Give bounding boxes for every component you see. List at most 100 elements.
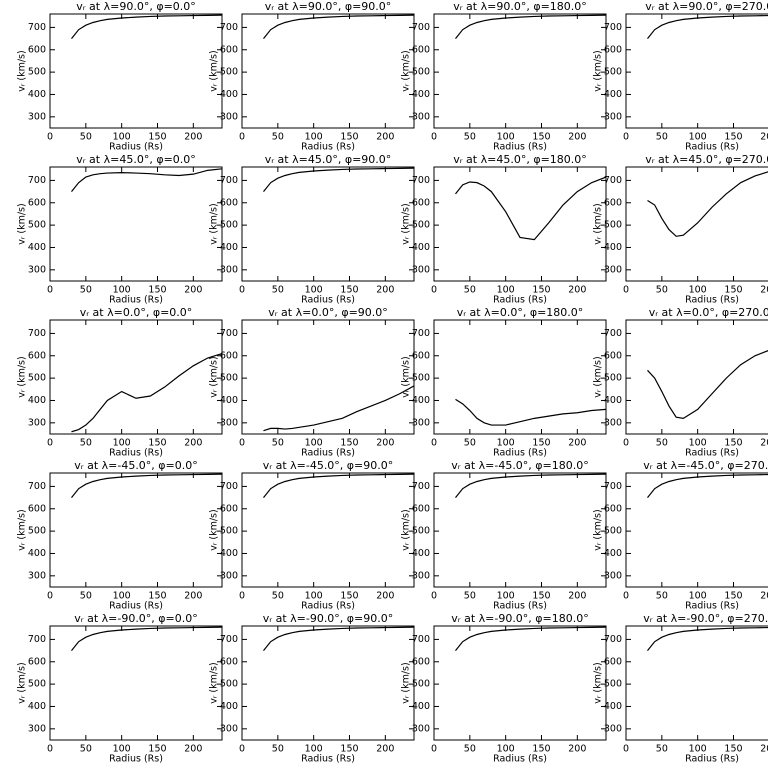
chart-title: vᵣ at λ=-90.0°, φ=0.0° [74,612,198,625]
y-tick-label: 600 [412,44,430,55]
x-tick-label: 0 [623,132,629,143]
x-tick-label: 200 [760,744,768,755]
y-axis-label: vᵣ (km/s) [209,356,220,397]
y-axis-label: vᵣ (km/s) [209,203,220,244]
data-line [455,626,606,651]
panel: vᵣ at λ=45.0°, φ=270.0° 0 50 100 150 200 300 40… [593,153,768,306]
y-tick-label: 600 [412,656,430,667]
plot-frame [433,166,607,282]
x-axis-label: Radius (Rs) [685,142,739,153]
y-tick-label: 600 [604,197,622,208]
x-tick-label: 100 [497,744,515,755]
x-tick-label: 50 [656,744,668,755]
y-tick-label: 300 [28,570,46,581]
x-tick-label: 150 [340,591,358,602]
x-tick-label: 150 [724,744,742,755]
x-tick-label: 150 [532,438,550,449]
y-tick-label: 700 [412,175,430,186]
y-tick-label: 700 [220,175,238,186]
y-tick-label: 400 [28,548,46,559]
x-tick-label: 50 [464,132,476,143]
y-tick-label: 600 [412,197,430,208]
data-line [71,352,222,433]
y-tick-label: 600 [604,44,622,55]
x-tick-label: 200 [568,438,586,449]
y-tick-label: 700 [28,175,46,186]
panel: vᵣ at λ=-90.0°, φ=0.0° 0 50 100 150 200 300 400… [17,612,223,765]
panel: vᵣ at λ=0.0°, φ=270.0° 0 50 100 150 200 300 400… [593,306,768,459]
x-tick-label: 100 [305,132,323,143]
data-line [647,473,768,498]
x-tick-label: 100 [113,591,131,602]
x-tick-label: 0 [623,285,629,296]
y-tick-label: 300 [28,723,46,734]
y-tick-label: 600 [28,503,46,514]
x-axis-label: Radius (Rs) [301,448,355,459]
y-tick-label: 600 [604,656,622,667]
y-tick-label: 500 [604,220,622,231]
plot-frame [49,13,223,129]
x-tick-label: 150 [148,132,166,143]
data-line [647,626,768,651]
x-tick-label: 50 [272,285,284,296]
plot-frame [625,319,768,435]
x-tick-label: 100 [113,438,131,449]
x-tick-label: 100 [689,744,707,755]
y-tick-label: 400 [28,242,46,253]
y-tick-label: 700 [220,481,238,492]
y-axis-label: vᵣ (km/s) [17,50,28,91]
y-tick-label: 600 [28,44,46,55]
y-tick-label: 400 [220,548,238,559]
plot-frame [433,472,607,588]
x-tick-label: 150 [340,285,358,296]
data-line [71,168,222,192]
x-axis-label: Radius (Rs) [685,295,739,306]
x-tick-label: 0 [239,591,245,602]
chart-title: vᵣ at λ=90.0°, φ=90.0° [265,0,392,13]
y-tick-label: 600 [412,503,430,514]
x-tick-label: 150 [532,591,550,602]
y-axis-label: vᵣ (km/s) [593,509,604,550]
data-line [647,14,768,39]
y-axis-label: vᵣ (km/s) [17,509,28,550]
y-tick-label: 300 [220,723,238,734]
y-tick-label: 400 [412,242,430,253]
x-tick-label: 200 [184,132,202,143]
y-tick-label: 600 [604,503,622,514]
plot-frame [433,13,607,129]
plot-frame [49,472,223,588]
x-axis-label: Radius (Rs) [109,601,163,612]
y-tick-label: 400 [412,89,430,100]
x-tick-label: 150 [724,591,742,602]
y-tick-label: 400 [28,701,46,712]
x-tick-label: 0 [47,591,53,602]
data-line [647,350,768,419]
y-tick-label: 300 [28,111,46,122]
x-tick-label: 100 [497,285,515,296]
y-tick-label: 500 [604,679,622,690]
y-tick-label: 500 [412,220,430,231]
y-axis-label: vᵣ (km/s) [401,662,412,703]
y-tick-label: 700 [604,634,622,645]
y-tick-label: 300 [412,570,430,581]
plot-frame [49,625,223,741]
data-line [455,398,606,426]
x-tick-label: 200 [568,591,586,602]
data-line [455,473,606,498]
y-axis-label: vᵣ (km/s) [593,662,604,703]
x-tick-label: 0 [47,744,53,755]
y-tick-label: 500 [604,373,622,384]
x-tick-label: 0 [239,132,245,143]
x-tick-label: 150 [532,744,550,755]
x-tick-label: 100 [497,591,515,602]
x-tick-label: 50 [464,438,476,449]
plot-frame [433,319,607,435]
x-tick-label: 150 [340,132,358,143]
y-tick-label: 600 [220,197,238,208]
y-tick-label: 300 [412,723,430,734]
plot-frame [241,166,415,282]
panel: vᵣ at λ=-45.0°, φ=90.0° 0 50 100 150 200 300 40… [209,459,415,612]
x-tick-label: 50 [272,591,284,602]
y-tick-label: 300 [220,264,238,275]
x-tick-label: 200 [760,132,768,143]
